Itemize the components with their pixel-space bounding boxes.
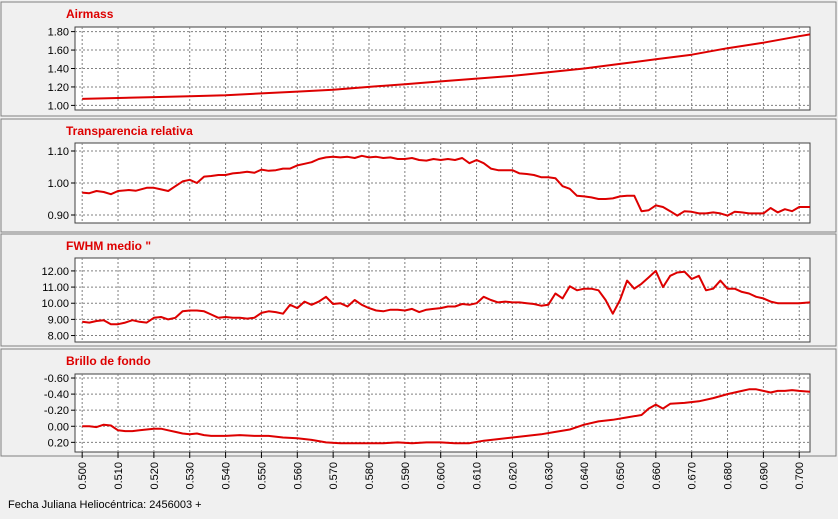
y-tick-label: 1.00 [48, 178, 69, 190]
y-tick-label: 1.60 [48, 45, 69, 57]
plot-area [74, 257, 811, 343]
x-tick-label: 0.700 [794, 462, 806, 490]
series-line [82, 33, 811, 100]
x-tick-label: 0.610 [472, 462, 484, 490]
y-tick-label: -0.60 [44, 373, 69, 385]
y-tick-label: 10.00 [41, 298, 69, 310]
x-tick-label: 0.530 [185, 462, 197, 490]
series-line [82, 388, 811, 445]
x-tick-label: 0.540 [221, 462, 233, 490]
x-tick-label: 0.580 [364, 462, 376, 490]
y-tick-label: 1.80 [48, 27, 69, 39]
series-line [82, 269, 811, 326]
x-tick-label: 0.630 [543, 462, 555, 490]
x-tick-label: 0.680 [723, 462, 735, 490]
x-tick-label: 0.590 [400, 462, 412, 490]
x-tick-label: 0.690 [758, 462, 770, 490]
x-tick-label: 0.660 [651, 462, 663, 490]
x-tick-label: 0.500 [77, 462, 89, 490]
x-tick-label: 0.550 [256, 462, 268, 490]
chart-title: Airmass [66, 7, 114, 21]
x-tick-label: 0.650 [615, 462, 627, 490]
x-tick-label: 0.620 [507, 462, 519, 490]
plot-area [74, 373, 811, 453]
x-tick-label: 0.560 [292, 462, 304, 490]
y-tick-label: 1.40 [48, 64, 69, 76]
x-tick-label: 0.670 [687, 462, 699, 490]
y-tick-label: -0.40 [44, 389, 69, 401]
x-axis-label: Fecha Juliana Heliocéntrica: 2456003 + [8, 499, 202, 511]
y-tick-label: 8.00 [48, 331, 69, 343]
chart-title: FWHM medio " [66, 239, 151, 253]
y-tick-label: 11.00 [42, 282, 69, 294]
y-tick-label: 0.90 [48, 210, 69, 222]
x-tick-label: 0.640 [579, 462, 591, 490]
y-tick-label: 0.20 [48, 437, 69, 449]
y-tick-label: 1.00 [48, 100, 69, 112]
chart-title: Transparencia relativa [66, 124, 193, 138]
x-tick-label: 0.570 [328, 462, 340, 490]
y-tick-label: 12.00 [41, 266, 69, 278]
y-tick-label: 0.00 [48, 421, 69, 433]
chart-title: Brillo de fondo [66, 354, 151, 368]
y-tick-label: 1.10 [48, 146, 69, 158]
y-tick-label: -0.20 [44, 405, 69, 417]
y-tick-label: 1.20 [48, 82, 69, 94]
x-tick-label: 0.600 [436, 462, 448, 490]
y-tick-label: 9.00 [48, 314, 69, 326]
x-tick-label: 0.520 [149, 462, 161, 490]
x-tick-label: 0.510 [113, 462, 125, 490]
series-line [82, 154, 810, 217]
